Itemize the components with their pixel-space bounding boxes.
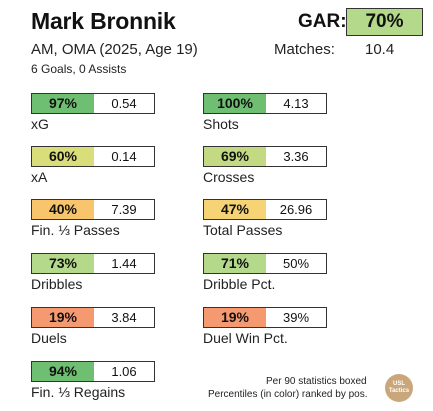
stat-value: 0.54 [94,93,155,114]
stat-percentile: 19% [31,307,95,328]
stat-value: 50% [266,253,327,274]
stat-percentile: 73% [31,253,95,274]
stat-label: Dribbles [31,276,83,292]
stat-value: 4.13 [266,93,327,114]
player-subtitle: AM, OMA (2025, Age 19) [31,41,198,58]
usl-tactics-logo: USL Tactics [385,374,413,402]
stat-percentile: 97% [31,93,95,114]
stat-value: 26.96 [266,199,327,220]
matches-value: 10.4 [365,41,395,58]
stat-tile: 19% 39% Duel Win Pct. [203,307,343,347]
stat-value: 1.06 [94,361,155,382]
stat-label: Dribble Pct. [203,276,276,292]
matches-label: Matches: [274,41,335,58]
stat-percentile: 69% [203,146,267,167]
stat-tile: 40% 7.39 Fin. ⅓ Passes [31,199,171,239]
stat-percentile: 19% [203,307,267,328]
stat-label: xA [31,169,48,185]
stat-label: Crosses [203,169,255,185]
stat-label: Total Passes [203,222,283,238]
stat-value: 1.44 [94,253,155,274]
stat-tile: 100% 4.13 Shots [203,93,343,133]
stat-label: Fin. ⅓ Passes [31,222,120,238]
stat-percentile: 94% [31,361,95,382]
stat-tile: 47% 26.96 Total Passes [203,199,343,239]
stat-value: 7.39 [94,199,155,220]
stat-percentile: 71% [203,253,267,274]
stat-value: 39% [266,307,327,328]
stat-value: 3.84 [94,307,155,328]
stat-label: Fin. ⅓ Regains [31,384,126,400]
stat-label: Duel Win Pct. [203,330,288,346]
stat-label: Shots [203,116,239,132]
stat-percentile: 40% [31,199,95,220]
stat-label: xG [31,116,49,132]
player-name: Mark Bronnik [31,8,176,34]
stat-tile: 71% 50% Dribble Pct. [203,253,343,293]
stat-tile: 69% 3.36 Crosses [203,146,343,186]
stat-tile: 60% 0.14 xA [31,146,171,186]
goals-assists: 6 Goals, 0 Assists [31,62,127,76]
stat-percentile: 100% [203,93,267,114]
stat-tile: 73% 1.44 Dribbles [31,253,171,293]
footer-note-per90: Per 90 statistics boxed [266,376,367,387]
stat-tile: 94% 1.06 Fin. ⅓ Regains [31,361,171,401]
stat-label: Duels [31,330,67,346]
gar-label: GAR: [298,11,347,32]
stat-tile: 19% 3.84 Duels [31,307,171,347]
stat-value: 3.36 [266,146,327,167]
stat-value: 0.14 [94,146,155,167]
footer-note-percentiles: Percentiles (in color) ranked by pos. [208,389,368,400]
stat-percentile: 47% [203,199,267,220]
stat-percentile: 60% [31,146,95,167]
stat-tile: 97% 0.54 xG [31,93,171,133]
gar-value-badge: 70% [346,8,423,36]
